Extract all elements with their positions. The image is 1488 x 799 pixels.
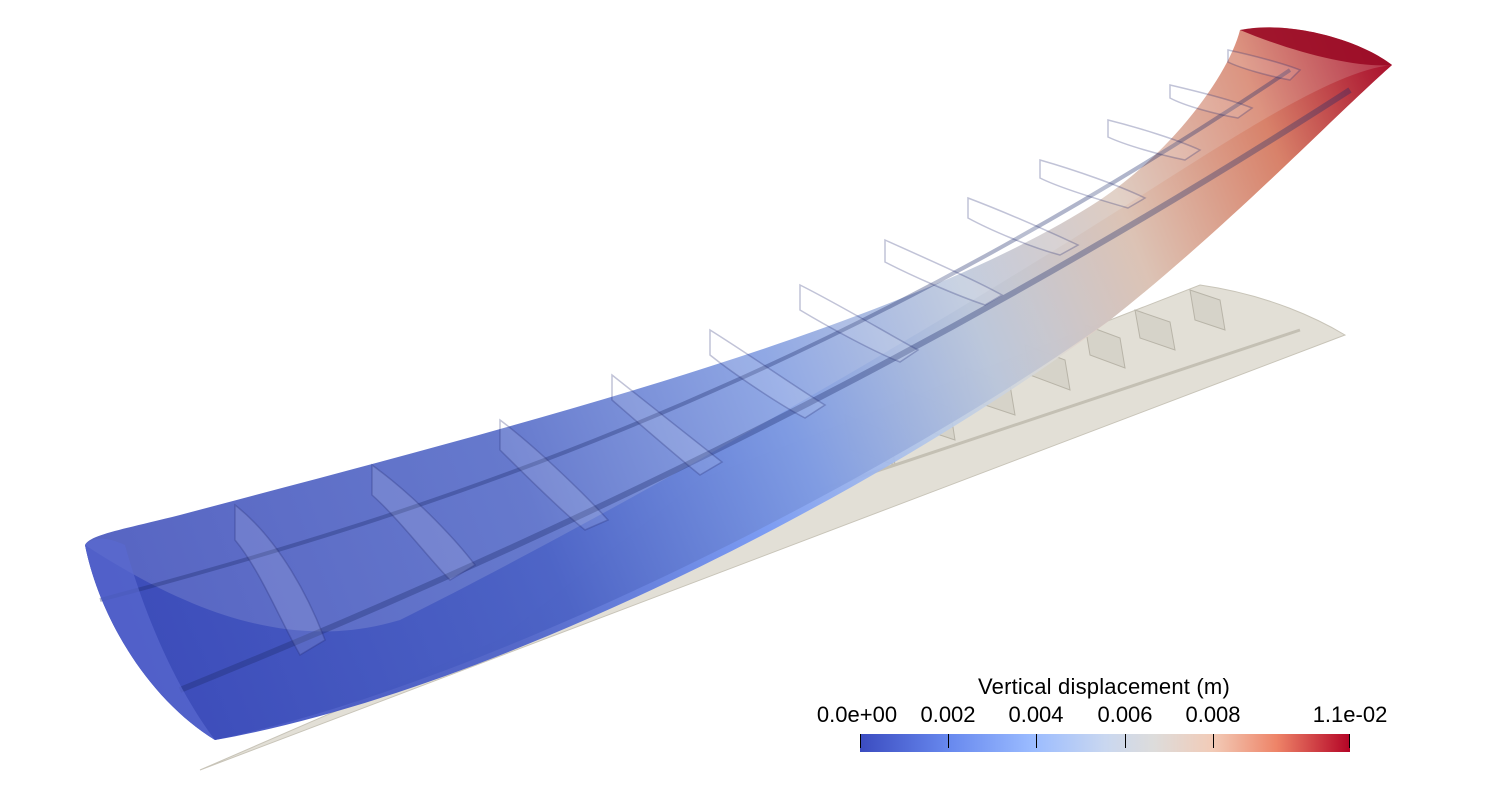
colorbar-tick-label-3: 0.006	[1097, 702, 1153, 727]
colorbar-tick-0	[860, 734, 861, 748]
color-legend: Vertical displacement (m) 0.0e+00 0.002 …	[800, 672, 1420, 772]
deformed-wing-ribs	[234, 49, 1302, 657]
colorbar-tick-3	[1125, 734, 1126, 748]
colorbar-tick-2	[1036, 734, 1037, 748]
colorbar-tick-label-0: 0.0e+00	[816, 702, 898, 727]
deformed-wing-spars	[99, 68, 1352, 693]
deformed-wing-root-section	[85, 538, 215, 740]
colorbar-tick-label-2: 0.004	[1008, 702, 1064, 727]
colorbar-tick-5	[1349, 734, 1350, 748]
deformed-wing-tip-section	[1240, 27, 1392, 66]
deformed-wing	[85, 27, 1392, 741]
colorbar	[860, 734, 1350, 752]
colorbar-tick-1	[948, 734, 949, 748]
colorbar-tick-label-4: 0.008	[1185, 702, 1241, 727]
legend-title: Vertical displacement (m)	[978, 674, 1230, 699]
undeformed-wing-spar	[819, 328, 1301, 492]
colorbar-tick-label-5: 1.1e-02	[1312, 702, 1388, 727]
colorbar-tick-4	[1213, 734, 1214, 748]
deformed-wing-upper-surface	[85, 27, 1392, 741]
colorbar-tick-label-1: 0.002	[920, 702, 976, 727]
colorbar-gradient	[860, 734, 1350, 752]
